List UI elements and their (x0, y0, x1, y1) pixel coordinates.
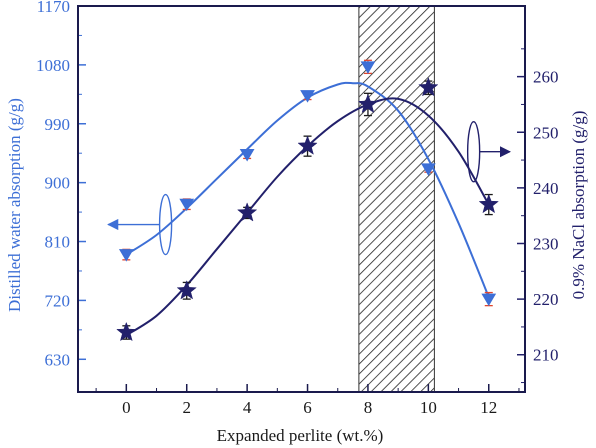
nacl-point (297, 135, 318, 155)
y-left-tick-label: 1170 (37, 0, 70, 16)
nacl-point (176, 280, 197, 300)
plot-frame (77, 5, 526, 393)
nacl-point (418, 77, 439, 97)
nacl-point (116, 321, 137, 342)
y-axis-right-label: 0.9% NaCl absorption (g/g) (569, 111, 588, 300)
y-right-tick-label: 250 (533, 123, 559, 142)
y-right-tick-label: 230 (533, 234, 559, 253)
water-point (420, 163, 436, 176)
water-point (481, 293, 497, 307)
x-tick-label: 0 (122, 398, 131, 417)
y-right-tick-label: 220 (533, 290, 559, 309)
y-left-tick-label: 630 (45, 350, 71, 369)
water-point (179, 198, 195, 212)
water-point (300, 90, 315, 103)
y-right-tick-label: 240 (533, 179, 559, 198)
nacl-point (357, 93, 379, 114)
x-tick-label: 10 (420, 398, 437, 417)
axis-indicators (107, 121, 512, 256)
nacl-point (236, 202, 258, 222)
x-tick-label: 8 (364, 398, 373, 417)
y-right-tick-label: 260 (533, 68, 559, 87)
y-axis-left-label: Distilled water absorption (g/g) (5, 98, 24, 312)
x-axis-label: Expanded perlite (wt.%) (217, 426, 384, 445)
y-left-tick-label: 810 (45, 233, 71, 252)
x-tick-label: 2 (182, 398, 191, 417)
water-point (360, 61, 376, 74)
right-axis-ellipse (466, 121, 481, 183)
shaded-region (358, 5, 435, 393)
y-left-tick-label: 990 (45, 115, 71, 134)
y-left-tick-label: 1080 (36, 56, 70, 75)
axis-ticks: 0 2 4 6 8 10 126307208109009901080117021022023… (36, 0, 559, 417)
nacl-point (478, 193, 499, 214)
x-tick-label: 4 (243, 398, 252, 417)
y-left-tick-label: 900 (45, 174, 71, 193)
water-point (118, 249, 134, 262)
water-point (239, 149, 255, 162)
x-tick-label: 12 (480, 398, 497, 417)
data-markers (116, 61, 499, 342)
x-tick-label: 6 (303, 398, 312, 417)
y-left-tick-label: 720 (45, 291, 71, 310)
y-right-tick-label: 210 (533, 346, 559, 365)
